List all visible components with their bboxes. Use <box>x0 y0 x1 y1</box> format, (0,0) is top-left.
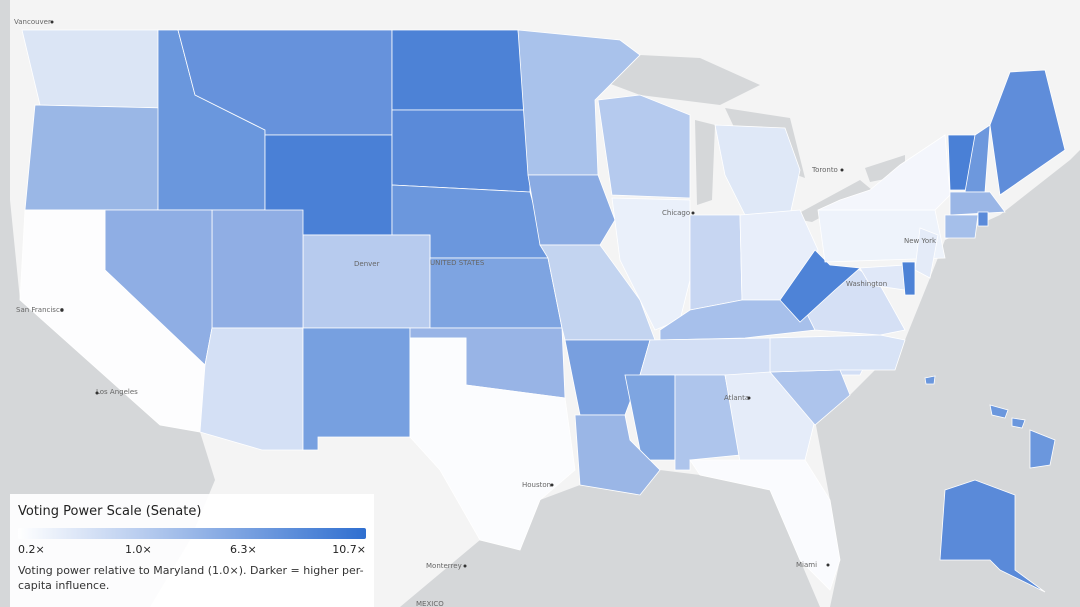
state <box>924 375 936 385</box>
city-dot <box>747 396 751 400</box>
place-label: MEXICO <box>416 600 444 607</box>
legend-ticks: 0.2× 1.0× 6.3× 10.7× <box>18 543 366 561</box>
state <box>944 214 979 239</box>
water <box>695 120 715 205</box>
city-dot <box>691 211 695 215</box>
water <box>0 0 215 607</box>
legend-tick-label: 0.2× <box>18 543 45 556</box>
state <box>817 134 951 211</box>
state <box>989 69 1066 196</box>
state <box>409 337 576 551</box>
place-label: Washington <box>846 280 887 288</box>
place-label: UNITED STATES <box>430 259 485 267</box>
place-label: San Francisco <box>16 306 64 314</box>
state <box>302 234 431 329</box>
legend-tick-label: 1.0× <box>125 543 152 556</box>
place-label: Monterrey <box>426 562 462 570</box>
water <box>790 180 872 222</box>
legend-gradient <box>18 528 366 539</box>
state <box>724 371 816 463</box>
state <box>689 214 743 311</box>
state <box>977 211 989 227</box>
state <box>391 109 531 193</box>
water <box>400 470 820 607</box>
water <box>815 150 1080 607</box>
state <box>211 209 304 329</box>
state <box>429 257 563 329</box>
state <box>714 124 801 216</box>
legend-title: Voting Power Scale (Senate) <box>18 504 202 519</box>
place-label: Atlanta <box>724 394 749 402</box>
city-dot <box>840 168 844 172</box>
water <box>600 55 760 105</box>
city-dot <box>50 20 54 24</box>
place-label: Chicago <box>662 209 690 217</box>
state <box>624 374 676 461</box>
state <box>21 29 166 109</box>
legend: Voting Power Scale (Senate) 0.2× 1.0× 6.3×… <box>10 494 374 607</box>
legend-tick-label: 10.7× <box>332 543 366 556</box>
place-label: Vancouver <box>14 18 51 26</box>
legend-description: Voting power relative to Maryland (1.0×)… <box>18 564 364 592</box>
state <box>914 227 939 279</box>
city-dot <box>550 483 554 487</box>
place-label: New York <box>904 237 937 245</box>
state <box>1029 429 1056 469</box>
state <box>1011 417 1026 429</box>
place-label: Toronto <box>811 166 838 174</box>
place-label: Miami <box>796 561 817 569</box>
state <box>689 459 841 591</box>
state <box>989 404 1009 419</box>
city-dot <box>95 391 99 395</box>
state <box>939 479 1046 593</box>
state <box>901 261 916 296</box>
state <box>391 29 529 111</box>
state <box>199 327 304 451</box>
state <box>949 191 1006 216</box>
state <box>574 414 661 496</box>
state <box>527 174 616 246</box>
state <box>24 104 166 211</box>
city-dot <box>60 308 64 312</box>
place-label: Los Angeles <box>96 388 138 396</box>
state <box>302 327 411 451</box>
city-dot <box>826 563 830 567</box>
place-label: Denver <box>354 260 380 268</box>
state <box>597 94 691 199</box>
place-label: Houston <box>522 481 551 489</box>
legend-tick-label: 6.3× <box>230 543 257 556</box>
city-dot <box>463 564 467 568</box>
state <box>769 334 906 373</box>
